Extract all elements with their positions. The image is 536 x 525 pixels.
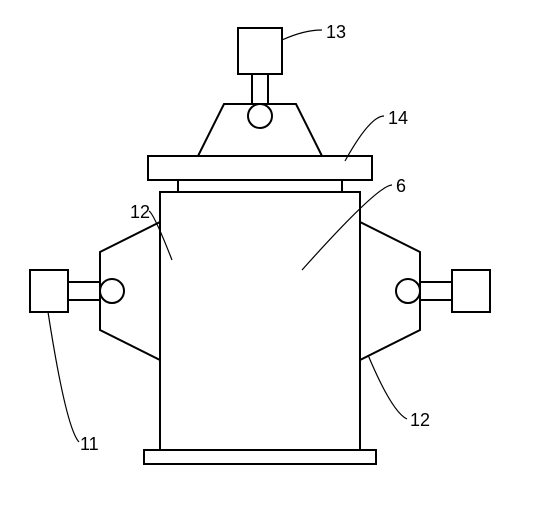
left-pivot (100, 279, 124, 303)
top-pivot (248, 104, 272, 128)
label-11: 11 (80, 434, 99, 455)
leader-l14 (345, 116, 384, 161)
top-trapezoid (198, 104, 322, 156)
leader-l13 (282, 30, 322, 40)
top-block (238, 28, 282, 74)
right-pivot (396, 279, 420, 303)
right-trapezoid (360, 222, 420, 360)
leader-l6 (302, 185, 392, 270)
base (144, 450, 376, 464)
main-body (160, 192, 360, 450)
leaders-group (48, 30, 407, 442)
shapes-group (30, 28, 490, 464)
left-trapezoid (100, 222, 160, 360)
left-block (30, 270, 68, 312)
top-plate (148, 156, 372, 180)
label-14: 14 (388, 108, 408, 129)
label-12-bottom: 12 (410, 410, 430, 431)
leader-l11 (48, 312, 79, 442)
left-post (68, 282, 100, 300)
right-post (420, 282, 452, 300)
label-12-top: 12 (130, 202, 150, 223)
right-block (452, 270, 490, 312)
label-13: 13 (326, 22, 346, 43)
diagram-container: 13 14 6 12 12 11 (0, 0, 536, 520)
top-post (252, 74, 268, 104)
label-6: 6 (396, 176, 406, 197)
leader-l12b (368, 355, 407, 419)
